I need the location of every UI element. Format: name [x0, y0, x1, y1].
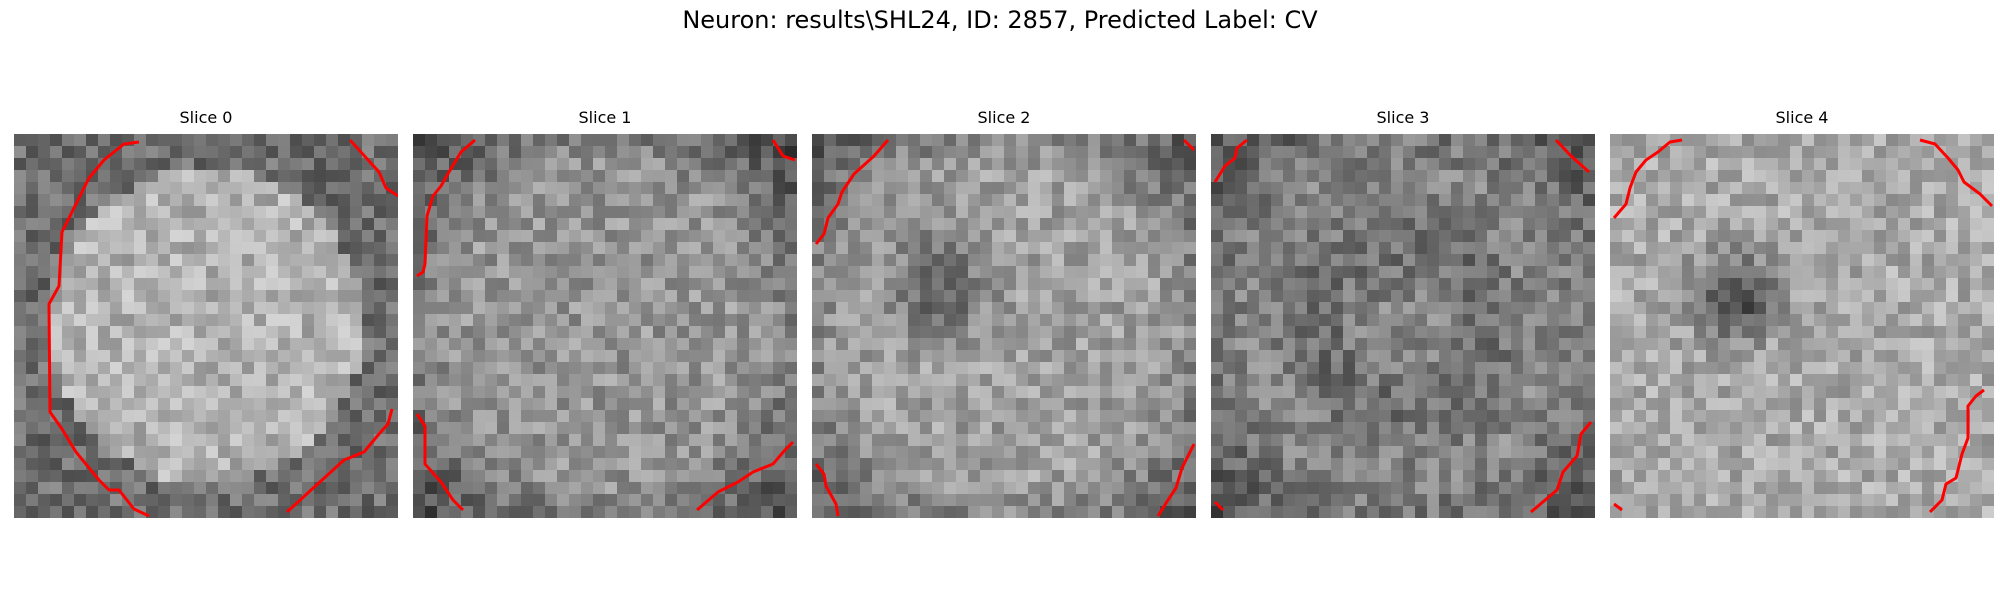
slice-0-contour-left: [47, 140, 150, 518]
image-panel-slice-4: [1610, 134, 1994, 518]
image-panel-slice-2: [812, 134, 1196, 518]
slice-3-contours: [1213, 138, 1593, 514]
panel-title-slice-0: Slice 0: [179, 108, 233, 127]
slice-0-image: [14, 134, 398, 518]
slice-3-contour-topleft: [1213, 138, 1248, 183]
slice-2-image: [812, 134, 1196, 518]
slice-1-contour-bottomright: [696, 440, 795, 512]
slice-4-contours: [1612, 138, 1994, 514]
slice-3-image: [1211, 134, 1595, 518]
panel-title-slice-4: Slice 4: [1775, 108, 1829, 127]
slice-4-contour-bottomright: [1928, 388, 1985, 514]
slice-4-contour-bottomleft: [1613, 502, 1623, 512]
slice-0-pixels: [14, 134, 398, 518]
figure-title: Neuron: results\SHL24, ID: 2857, Predict…: [682, 6, 1318, 34]
slice-1-contours: [415, 138, 796, 512]
slice-1-contour-bottomleft: [415, 413, 465, 512]
slice-1-contour-topleft: [416, 138, 476, 278]
slice-2-contours: [814, 138, 1196, 517]
image-panel-slice-0: [14, 134, 398, 518]
slice-2-contour-bottomright: [1156, 443, 1196, 517]
slice-0-contours: [47, 138, 398, 518]
slice-2-contour-bottomleft: [814, 463, 840, 517]
slice-4-contour-topleft: [1612, 138, 1683, 219]
slice-0-contour-topright: [348, 138, 398, 198]
slice-2-contour-topright: [1182, 138, 1196, 152]
slice-4-pixels: [1610, 134, 1994, 518]
image-panel-slice-3: [1211, 134, 1595, 518]
panel-title-slice-3: Slice 3: [1376, 108, 1430, 127]
slice-3-contour-bottomright: [1530, 421, 1593, 514]
slice-1-pixels: [413, 134, 797, 518]
slice-4-image: [1610, 134, 1994, 518]
image-panel-slice-1: [413, 134, 797, 518]
slice-0-contour-bottomright: [285, 408, 394, 514]
slice-4-contour-topright: [1919, 138, 1994, 208]
slice-1-image: [413, 134, 797, 518]
slice-1-contour-topright: [771, 139, 796, 162]
slice-3-contour-bottomleft: [1213, 500, 1225, 512]
slice-3-pixels: [1211, 134, 1595, 518]
panel-title-slice-2: Slice 2: [977, 108, 1031, 127]
panel-title-slice-1: Slice 1: [578, 108, 632, 127]
slice-2-pixels: [812, 134, 1196, 518]
slice-3-contour-topright: [1554, 138, 1590, 174]
slice-2-contour-topleft: [814, 139, 890, 245]
